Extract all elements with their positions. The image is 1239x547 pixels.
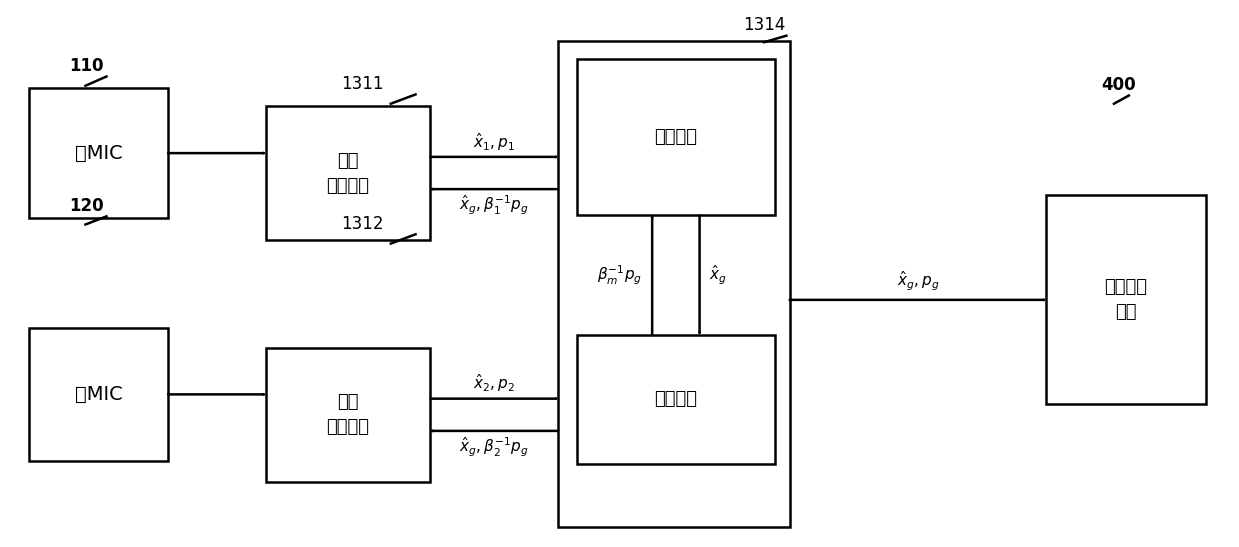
Text: 时间更新: 时间更新 <box>654 128 698 146</box>
Bar <box>1046 195 1206 404</box>
Bar <box>558 41 789 527</box>
Text: 从MIC: 从MIC <box>74 385 123 404</box>
Bar <box>577 59 774 216</box>
Text: $\hat{x}_g, p_g$: $\hat{x}_g, p_g$ <box>897 270 939 293</box>
Bar <box>266 348 430 482</box>
Bar <box>30 88 169 218</box>
Text: $\hat{x}_g$: $\hat{x}_g$ <box>710 263 727 287</box>
Text: 第二
子滤波器: 第二 子滤波器 <box>327 393 369 437</box>
Text: $\hat{x}_1, p_1$: $\hat{x}_1, p_1$ <box>473 131 515 153</box>
Text: 1312: 1312 <box>342 214 384 232</box>
Text: $\beta_m^{-1}p_g$: $\beta_m^{-1}p_g$ <box>597 263 642 287</box>
Bar <box>577 335 774 464</box>
Text: 1311: 1311 <box>342 75 384 93</box>
Text: $\hat{x}_2, p_2$: $\hat{x}_2, p_2$ <box>473 373 515 394</box>
Text: 400: 400 <box>1101 76 1136 94</box>
Bar <box>30 328 169 461</box>
Text: 120: 120 <box>69 197 104 215</box>
Text: 主MIC: 主MIC <box>74 144 123 162</box>
Text: $\hat{x}_g, \beta_1^{-1}p_g$: $\hat{x}_g, \beta_1^{-1}p_g$ <box>460 194 529 217</box>
Text: 最优融合: 最优融合 <box>654 391 698 409</box>
Text: 音频输出
装置: 音频输出 装置 <box>1104 278 1147 322</box>
Text: 110: 110 <box>69 57 104 75</box>
Text: 第一
子滤波器: 第一 子滤波器 <box>327 152 369 195</box>
Text: 1314: 1314 <box>743 16 786 34</box>
Text: $\hat{x}_g, \beta_2^{-1}p_g$: $\hat{x}_g, \beta_2^{-1}p_g$ <box>460 435 529 459</box>
Bar <box>266 106 430 240</box>
